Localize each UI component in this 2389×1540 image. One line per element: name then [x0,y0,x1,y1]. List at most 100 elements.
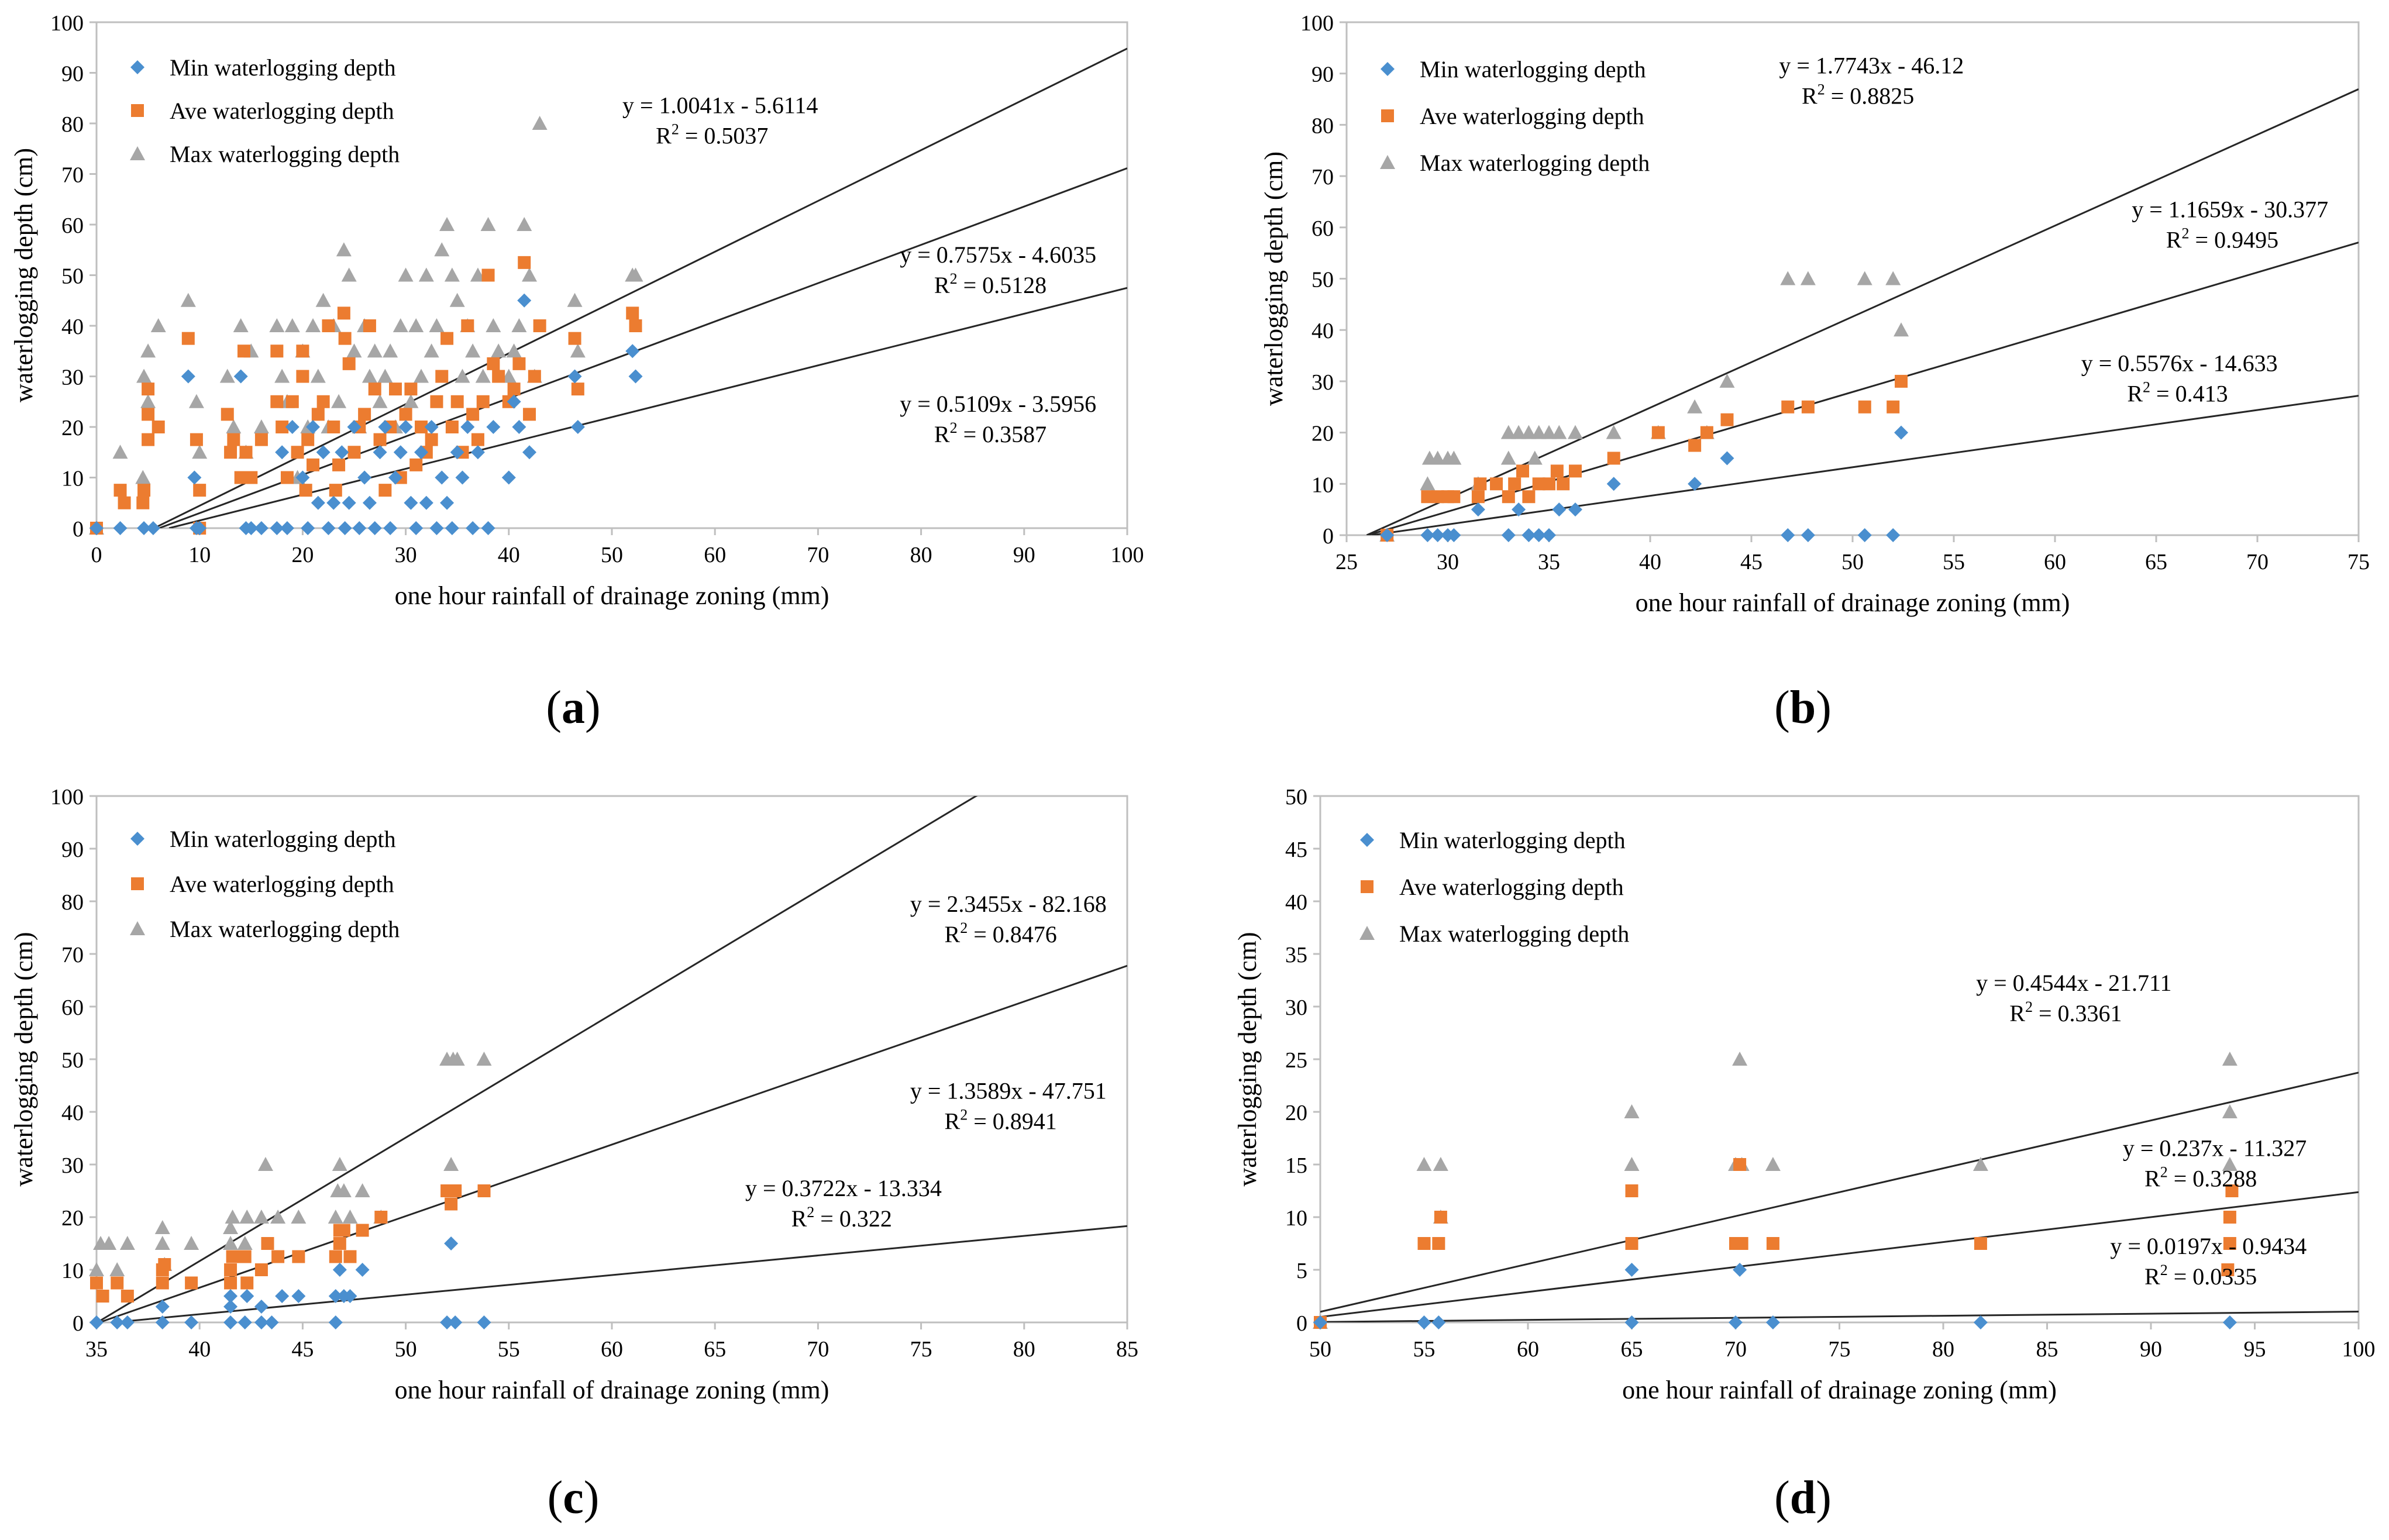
chart-a-point-ave [142,383,155,396]
chart-b-point-ave [1858,400,1871,414]
chart-a-point-max [403,394,419,408]
chart-a-point-max [465,343,481,358]
chart-a-point-ave [181,332,195,345]
chart-a-point-max [377,368,393,383]
chart-a-point-min [326,495,341,510]
chart-a-point-max [305,318,321,332]
chart-b-point-max [1857,271,1872,285]
chart-a-point-max [393,318,408,332]
chart-a-point-ave [363,319,376,332]
chart-d-xtick-label: 95 [2244,1337,2266,1362]
chart-b-xtick-label: 65 [2145,550,2167,574]
chart-b-xtick-label: 40 [1639,550,1661,574]
chart-a-point-max [429,318,445,332]
chart-d-point-max [1624,1157,1640,1171]
chart-a-point-ave [142,433,155,446]
chart-b-point-max [1500,450,1516,465]
chart-d-r2-superscript: 2 [2025,998,2033,1015]
chart-c-r2-symbol: R [945,1108,961,1135]
chart-a-point-ave [409,458,423,471]
chart-b-ytick-label: 70 [1311,165,1334,190]
chart-a-ytick-label: 70 [61,163,84,188]
chart-b-point-min [1471,502,1485,517]
chart-a-ytick-label: 100 [50,11,84,36]
chart-a-point-max [570,343,586,358]
chart-d-r2-symbol: R [2144,1166,2160,1192]
chart-c-r2-value: = 0.322 [814,1205,892,1232]
chart-d-point-max [2222,1157,2237,1171]
chart-c-point-min [155,1315,170,1329]
chart-c-point-min [155,1300,170,1314]
chart-c-point-ave [445,1197,458,1211]
chart-b-point-max [1894,322,1909,337]
chart-b-point-ave [1532,477,1545,491]
chart-c-xtick-label: 35 [85,1337,108,1362]
chart-a-point-ave [518,256,531,269]
chart-c-trendline-min [113,1225,1127,1322]
chart-c-point-ave [158,1258,171,1271]
chart-b-point-ave [1490,477,1503,491]
chart-a-ytick-label: 80 [61,112,84,137]
chart-c-point-min [184,1315,199,1329]
chart-a-point-max [188,394,204,408]
chart-b-point-ave [1700,426,1713,439]
chart-a-point-min [373,445,387,460]
chart-c-equation-min: y = 0.3722x - 13.334 [745,1175,942,1201]
chart-b-point-max [1551,425,1567,439]
chart-a-point-ave [481,268,495,282]
chart-b-series-min [1380,425,1909,542]
chart-a-point-min [192,521,207,535]
chart-a-ytick-label: 0 [73,517,84,542]
chart-a-point-min [455,470,470,485]
chart-a-point-ave [322,319,335,332]
chart-a-r2-symbol: R [656,123,672,149]
chart-c-point-max [223,1236,239,1250]
chart-b-r2-max: R2 = 0.8825 [1802,81,1914,109]
chart-b-r2-value: = 0.413 [2150,380,2228,406]
chart-c-r2-superscript: 2 [960,919,968,936]
chart-b-r2-symbol: R [2127,380,2143,406]
chart-a-point-ave [404,383,418,396]
chart-b-legend-label-ave: Ave waterlogging depth [1420,103,1644,129]
chart-b-point-max [1511,425,1527,439]
chart-a-point-min [625,344,640,359]
chart-a-point-max [150,318,166,332]
chart-a-point-max [444,267,460,282]
chart-c-plot: 0 10 20 30 40 50 60 70 80 90 100 35 40 45 50 55 60 65 70 75… [9,785,1138,1404]
chart-a-point-min [113,521,128,535]
chart-a-r2-symbol: R [934,421,950,447]
chart-c-trendline-max [97,796,978,1322]
chart-a-legend-label-max: Max waterlogging depth [170,141,400,167]
chart-a-point-ave [316,395,330,408]
chart-a-point-ave [373,433,387,446]
chart-a-point-min [435,470,449,485]
chart-a-point-min [522,445,537,460]
chart-a-yaxis-title: waterlogging depth (cm) [9,148,38,402]
chart-d-xtick-label: 90 [2140,1337,2162,1362]
chart-b-point-min [1542,528,1556,542]
chart-d-equation-max: y = 0.4544x - 21.711 [1976,970,2171,996]
chart-d-r2-symbol: R [2009,1000,2025,1026]
chart-c-xtick-label: 45 [291,1337,314,1362]
chart-a-point-ave [533,319,546,332]
chart-b-point-ave [1508,477,1521,491]
chart-a-series-ave [90,256,642,535]
chart-a-point-ave [296,370,309,383]
chart-b-xtick-label: 60 [2044,550,2066,574]
chart-a-point-ave [571,383,584,396]
chart-c-xtick-label: 80 [1013,1337,1035,1362]
chart-c-ytick-label: 60 [61,995,84,1020]
chart-a-point-max [434,242,450,257]
chart-a-point-max [310,368,326,383]
chart-a-point-ave [193,484,206,497]
chart-c-point-min [332,1263,347,1277]
chart-d-point-max [1433,1157,1448,1171]
chart-a-point-min [275,445,290,460]
chart-a-point-max [336,242,352,257]
chart-a-point-min [89,521,104,535]
chart-d-r2-superscript: 2 [2160,1164,2168,1181]
chart-c-point-min [240,1289,254,1303]
chart-b-ytick-label: 50 [1311,268,1334,292]
chart-a-point-ave [337,306,350,320]
chart-a-point-ave [311,408,325,421]
